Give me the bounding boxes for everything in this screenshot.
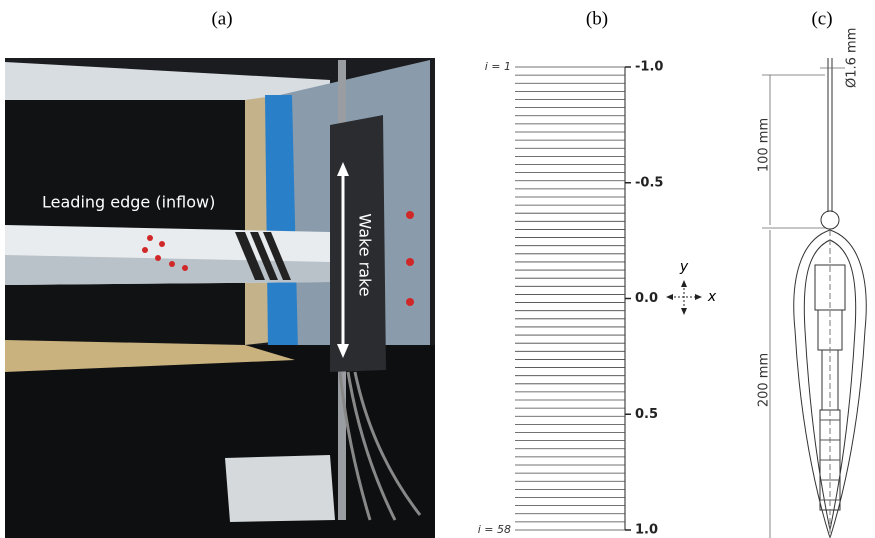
axis-name: y: [679, 259, 689, 275]
figure: (a) (b) (c) Leading edge (inflow): [0, 0, 875, 538]
tick-label: 0.0: [635, 291, 658, 306]
tick-label: -0.5: [635, 175, 663, 190]
photo-annotation: Wake rake: [356, 213, 375, 296]
panel-label: (a): [211, 8, 232, 29]
rake-diagram: -1.0 -0.5 0.0 0.5 1.0 i = 1 i = 58: [478, 60, 664, 538]
tick-label: 1.0: [635, 523, 658, 538]
axis-name: x: [707, 289, 717, 305]
probe-drawing: [762, 58, 866, 538]
photo: Leading edge (inflow) Wake rake: [5, 58, 435, 538]
panel-label: (b): [586, 8, 608, 29]
dimension-label: Ø1.6 mm: [845, 28, 860, 88]
probe-label: i = 58: [478, 523, 511, 536]
probe-label: i = 1: [485, 60, 511, 73]
panel-label: (c): [811, 8, 832, 29]
photo-annotation: Leading edge (inflow): [42, 193, 215, 212]
dimension-label: 100 mm: [757, 118, 772, 172]
tick-label: -1.0: [635, 60, 663, 75]
tick-label: 0.5: [635, 407, 658, 422]
axes-icon: [666, 280, 702, 315]
dimension-label: 200 mm: [757, 353, 772, 407]
